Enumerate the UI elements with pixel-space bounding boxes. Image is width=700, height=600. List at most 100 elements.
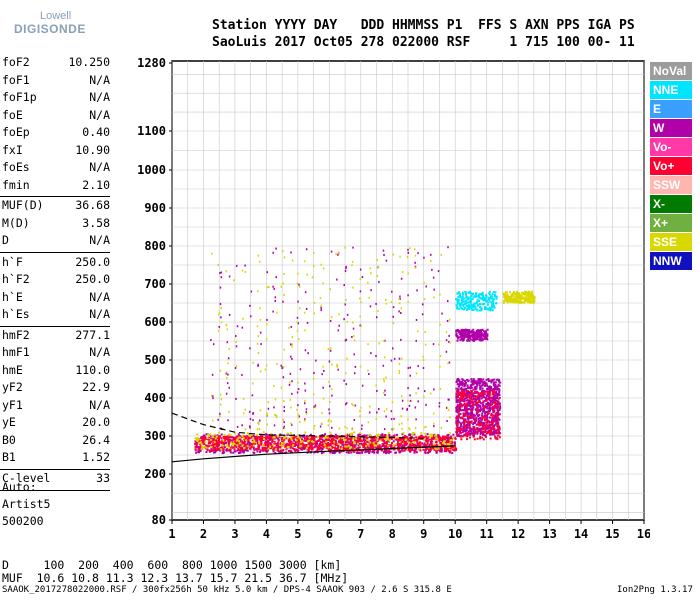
echo-point [487, 301, 490, 304]
echo-point [527, 294, 530, 297]
echo-point [249, 426, 251, 429]
echo-point [232, 438, 235, 441]
echo-point [345, 437, 348, 440]
echo-point [370, 442, 373, 445]
echo-point [489, 308, 492, 311]
echo-point [485, 432, 488, 435]
echo-point [204, 441, 207, 444]
echo-point [291, 336, 293, 339]
echo-point [383, 445, 386, 448]
echo-point [252, 444, 255, 447]
echo-point [495, 297, 498, 300]
echo-point [359, 365, 362, 368]
echo-point [293, 442, 296, 445]
echo-point [496, 407, 499, 410]
echo-point [313, 442, 316, 445]
echo-point [196, 433, 199, 436]
echo-point [489, 425, 492, 428]
echo-point [276, 362, 278, 365]
echo-point [407, 445, 410, 448]
echo-point [506, 291, 509, 294]
echo-point [516, 298, 519, 301]
echo-point [409, 445, 412, 448]
echo-point [422, 367, 425, 370]
echo-point [241, 424, 243, 427]
echo-point [325, 445, 328, 448]
echo-point [357, 441, 360, 444]
echo-point [401, 271, 404, 274]
y-tick-label: 500 [144, 353, 166, 367]
echo-point [441, 437, 444, 440]
echo-point [327, 446, 330, 449]
echo-point [461, 378, 464, 381]
echo-point [220, 437, 223, 440]
echo-point [466, 390, 469, 393]
echo-point [472, 395, 475, 398]
echo-point [345, 265, 347, 268]
echo-point [466, 424, 469, 427]
echo-point [247, 437, 250, 440]
echo-point [297, 435, 300, 438]
echo-point [267, 445, 270, 448]
echo-point [459, 431, 462, 434]
echo-point [484, 410, 487, 413]
param-row: h`Es N/A [2, 307, 110, 325]
echo-point [218, 435, 221, 438]
echo-point [305, 411, 308, 414]
param-label: foEp [2, 125, 30, 139]
echo-point [489, 309, 492, 312]
echo-point [261, 435, 264, 438]
echo-point [390, 418, 393, 421]
echo-point [459, 304, 462, 307]
echo-point [470, 384, 473, 387]
echo-point [506, 299, 509, 302]
echo-point [421, 437, 424, 440]
echo-point [467, 335, 470, 338]
echo-point [490, 421, 493, 424]
echo-point [510, 295, 513, 298]
echo-point [304, 418, 306, 421]
echo-point [448, 449, 451, 452]
echo-point [374, 435, 377, 438]
echo-point [277, 437, 280, 440]
echo-point [350, 448, 353, 451]
echo-point [392, 427, 394, 430]
echo-point [212, 397, 214, 400]
echo-point [271, 439, 274, 442]
echo-point [238, 436, 241, 439]
echo-point [462, 308, 465, 311]
echo-point [258, 423, 260, 426]
echo-point [381, 434, 384, 437]
echo-point [498, 396, 501, 399]
echo-point [369, 441, 372, 444]
echo-point [479, 437, 482, 440]
echo-point [464, 382, 467, 385]
echo-point [415, 392, 417, 395]
echo-point [494, 394, 497, 397]
echo-point [499, 405, 502, 408]
echo-point [479, 410, 482, 413]
echo-point [494, 416, 497, 419]
echo-point [384, 393, 386, 396]
echo-point [465, 394, 468, 397]
echo-point [479, 385, 482, 388]
echo-point [225, 392, 228, 395]
echo-point [453, 436, 456, 439]
echo-point [440, 439, 443, 442]
echo-point [472, 296, 475, 299]
echo-point [430, 438, 433, 441]
echo-point [477, 395, 480, 398]
echo-point [485, 416, 488, 419]
echo-point [476, 414, 479, 417]
echo-point [316, 449, 319, 452]
echo-point [327, 442, 330, 445]
echo-point [216, 437, 219, 440]
echo-point [303, 311, 306, 314]
echo-point [462, 388, 465, 391]
echo-point [498, 378, 501, 381]
echo-point [477, 429, 480, 432]
param-row: M(D) 3.58 [2, 216, 110, 234]
echo-point [347, 450, 350, 453]
param-value: N/A [89, 397, 110, 412]
echo-point [272, 443, 275, 446]
